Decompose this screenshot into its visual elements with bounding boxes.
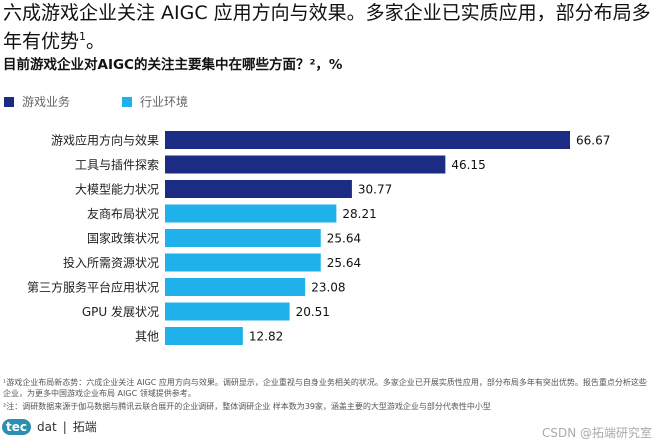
bar (165, 302, 290, 321)
category-label: GPU 发展状况 (82, 304, 159, 319)
category-label: 其他 (135, 330, 159, 344)
data-label: 28.21 (342, 207, 376, 221)
legend-swatch (122, 96, 132, 107)
category-label: 第三方服务平台应用状况 (27, 280, 159, 295)
data-label: 25.64 (327, 232, 361, 246)
data-label: 46.15 (451, 158, 485, 172)
bar (165, 180, 352, 198)
bar (165, 229, 321, 247)
bar (165, 278, 306, 296)
category-label: 国家政策状况 (87, 231, 159, 246)
footnote-1: ¹游戏企业布局新态势：六成企业关注 AIGC 应用方向与效果。调研显示，企业重视… (3, 378, 647, 398)
category-label: 投入所需资源状况 (63, 255, 159, 270)
data-label: 23.08 (311, 281, 345, 295)
category-label: 工具与插件探索 (75, 158, 159, 172)
legend-item-game: 游戏业务 (4, 93, 70, 110)
watermark: CSDN @拓端研究室 (541, 426, 652, 440)
category-label: 游戏应用方向与效果 (51, 133, 159, 148)
bar (165, 327, 243, 345)
chart-title: 目前游戏企业对AIGC的关注主要集中在哪些方面？²，% (3, 57, 343, 73)
bar (165, 155, 446, 174)
tecdat-logo: tec dat | 拓端 (2, 418, 97, 435)
category-label: 友商布局状况 (87, 206, 159, 221)
data-label: 12.82 (249, 330, 283, 344)
data-label: 66.67 (576, 134, 610, 148)
bar (165, 131, 570, 149)
category-label: 大模型能力状况 (75, 183, 159, 197)
data-label: 20.51 (296, 305, 330, 319)
data-label: 30.77 (358, 183, 392, 197)
page-title: 六成游戏企业关注 AIGC 应用方向与效果。多家企业已实质应用，部分布局多年有优… (3, 2, 651, 53)
data-label: 25.64 (327, 256, 361, 270)
legend-swatch (4, 96, 14, 107)
bar (165, 204, 337, 223)
legend-item-industry: 行业环境 (122, 93, 188, 110)
footnote-2: ²注：调研数据来源于伽马数据与腾讯云联合展开的企业调研，整体调研企业 样本数为3… (3, 402, 491, 411)
bar (165, 253, 321, 272)
bar-chart: 游戏应用方向与效果 66.67 工具与插件探索 46.15 大模型能力状况 30.77 友商… (27, 131, 610, 345)
